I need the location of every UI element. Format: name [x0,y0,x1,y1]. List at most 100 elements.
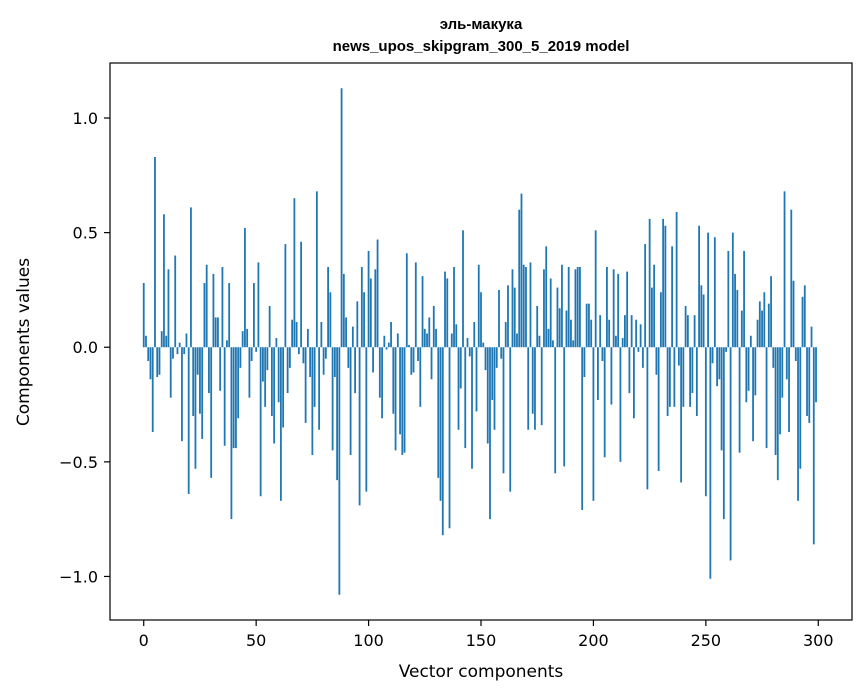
bar [156,347,159,378]
bar [349,347,352,455]
bar [543,269,545,348]
bar [639,324,642,348]
bar [513,287,516,348]
bar [592,347,595,501]
bar [471,347,473,469]
bar [464,347,467,449]
bar [700,285,703,348]
y-tick-label: 1.0 [73,109,98,128]
bar [684,305,687,348]
bar [666,347,669,416]
bar [765,347,768,449]
bar [522,264,525,348]
bar [226,340,228,348]
bar [453,267,455,348]
y-tick-label: 0.0 [73,338,98,357]
bar [610,347,613,405]
bar [650,287,653,348]
bar [336,347,338,481]
bar [147,347,150,361]
plot-area-frame [109,62,853,621]
bar [311,347,314,455]
bar [491,347,494,400]
bar [745,347,748,403]
bar [511,269,514,348]
bar [385,347,388,350]
bar [466,338,469,348]
bar [421,276,424,348]
bar [369,278,372,348]
bar [812,347,815,545]
bar [387,342,390,348]
bar [302,347,305,364]
bar [482,342,485,348]
bar [558,308,561,348]
bar [731,232,734,348]
bar [808,347,811,423]
bar [561,264,563,348]
bar [259,347,262,497]
bar [695,347,698,416]
bar [630,315,633,348]
bar [149,347,152,380]
bar [183,347,186,355]
bar [722,347,725,520]
x-axis-ticks: 0 50 100 150 200 250 300 [139,620,834,650]
bar [432,305,435,348]
bar [597,347,599,400]
bar [677,347,680,366]
bar [214,317,217,348]
bar [473,322,476,348]
bar [686,315,689,348]
bar [383,335,386,348]
bar [720,347,723,451]
bar [275,338,278,348]
bar [437,347,440,478]
bar [657,347,660,472]
bar [378,347,381,398]
bar [583,347,586,378]
x-tick-label: 50 [246,631,266,650]
bar [174,255,177,348]
bar [664,225,667,348]
bar [405,253,408,348]
bar [239,347,242,368]
bar [531,347,534,414]
bar [747,347,750,391]
bar [187,347,190,494]
chart-subtitle: news_upos_skipgram_300_5_2019 model [333,38,630,55]
bar [554,347,557,474]
bar [603,347,606,458]
bar [484,347,487,371]
bar [572,340,575,348]
bar [529,262,532,348]
y-tick-label: −1.0 [59,567,98,586]
bar [356,301,359,348]
bar [516,333,518,348]
bar [192,347,195,416]
bar [590,319,593,348]
bar [264,347,267,407]
bar [655,347,658,375]
bar [392,347,395,414]
bar [570,319,572,348]
bar [504,322,507,348]
bar [244,228,246,348]
bar [401,347,404,455]
bar [790,209,793,348]
bar [367,250,370,348]
bar [417,347,419,361]
bar [358,347,361,506]
bar [300,241,303,348]
bar [752,347,754,442]
bar [608,319,611,348]
bar [455,324,458,348]
bar [624,315,626,348]
bar [785,347,788,380]
bar [815,347,817,403]
bar [457,347,460,430]
bar [329,292,332,348]
bar [277,347,280,403]
bar [689,347,692,407]
bar [507,285,509,348]
